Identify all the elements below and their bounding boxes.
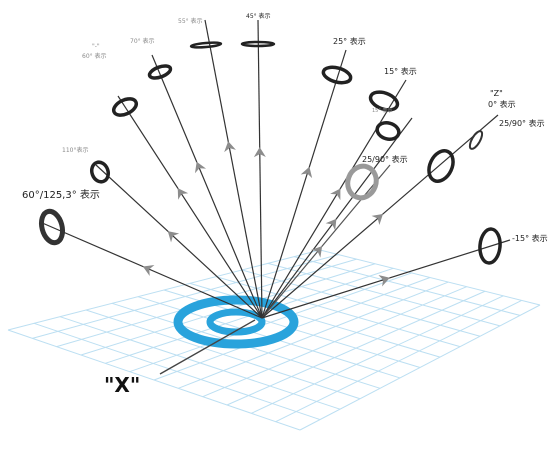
ray-label-neg15: -15° 表示 [512, 233, 548, 243]
ray-ring-marker [375, 121, 401, 141]
ray-45 [240, 19, 276, 319]
ray-label-z: "Z" [490, 89, 503, 98]
x-axis-line [159, 319, 256, 375]
ray-line [261, 79, 407, 319]
ray-ring-marker [427, 149, 455, 183]
ray-line [39, 221, 263, 319]
ray-ring-marker [240, 40, 276, 48]
ray-15 [261, 79, 407, 319]
center-ring-outer [173, 295, 299, 349]
ray-label-z-sub: 0° 表示 [488, 99, 516, 109]
ray-a [111, 95, 263, 319]
ray-2590 [261, 163, 391, 319]
ray-arrow [330, 188, 341, 201]
ray-arrow [224, 141, 236, 153]
ray-110 [89, 160, 263, 319]
ray-labels: 60°/125,3° 表示 110°表示 "-" 60° 表示 70° 表示 5… [22, 12, 548, 243]
ray-label-a: "-" [92, 43, 100, 50]
ray-arrow [325, 218, 337, 231]
ray-c [189, 19, 263, 319]
grid-line [293, 256, 521, 316]
ray-line [261, 117, 413, 319]
ray-label-a-sub: 60° 表示 [82, 52, 107, 60]
ray-line [261, 164, 391, 319]
ray-label-d: 15° 表示 [372, 107, 392, 114]
ray-arrow [167, 231, 180, 243]
ray-arrow [194, 161, 207, 174]
ray-ring-marker [89, 160, 111, 184]
ray-arrow [253, 147, 266, 158]
ray-ring-marker [368, 90, 400, 112]
x-axis: "X" [104, 319, 256, 397]
ray-label-110: 110°表示 [62, 146, 88, 154]
ray-label-15: 15° 表示 [384, 66, 417, 76]
center-target-rings [173, 295, 299, 349]
ray-neg15 [261, 227, 511, 319]
ray-label-25: 25° 表示 [333, 36, 366, 46]
ray-arrow [371, 213, 384, 225]
ray-label-b: 70° 表示 [130, 37, 155, 45]
ray-line [117, 95, 263, 319]
ray-ring-marker [189, 41, 223, 49]
ray-ring-marker [147, 64, 173, 80]
ray-arrow [177, 188, 189, 200]
ray-line [204, 19, 263, 319]
ray-ring-marker [38, 208, 66, 246]
grid-line [275, 299, 522, 423]
ray-label-c: 55° 表示 [178, 17, 203, 25]
ray-25 [261, 49, 353, 319]
ray-arrow [311, 246, 323, 258]
ray-label-45: 45° 表示 [246, 12, 271, 20]
ray-z [261, 114, 499, 319]
ray-arrow [142, 264, 155, 276]
ray-label-60y: 60°/125,3° 表示 [22, 188, 100, 201]
ray-label-2590: 25/90° 表示 [362, 154, 408, 164]
rays [38, 19, 511, 319]
ray-60y [38, 208, 263, 319]
x-axis-label: "X" [104, 373, 140, 397]
grid-line [226, 290, 486, 406]
ray-ring-marker [321, 65, 353, 85]
grid-line [251, 295, 504, 414]
ray-ring-marker [345, 163, 379, 201]
ray-label-z-side: 25/90° 表示 [499, 118, 545, 128]
ray-arrow [378, 275, 390, 287]
center-ring-inner [206, 308, 266, 336]
ray-line [261, 49, 347, 319]
grid-line [319, 249, 541, 306]
ray-d [261, 117, 413, 319]
ray-line [95, 164, 263, 319]
ray-b [147, 54, 263, 319]
ray-line [151, 54, 263, 319]
ray-ring-marker [111, 97, 139, 117]
grid-line [299, 304, 541, 431]
ray-ring-marker [478, 227, 502, 265]
ray-line [257, 19, 263, 319]
z-axis-small-ring [468, 130, 484, 150]
ray-arrow [300, 166, 313, 179]
